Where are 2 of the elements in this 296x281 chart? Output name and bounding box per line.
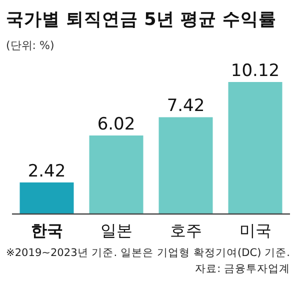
title: 국가별 퇴직연금 5년 평균 수익률 [6, 10, 277, 30]
subtitle: (단위: %) [6, 39, 54, 52]
